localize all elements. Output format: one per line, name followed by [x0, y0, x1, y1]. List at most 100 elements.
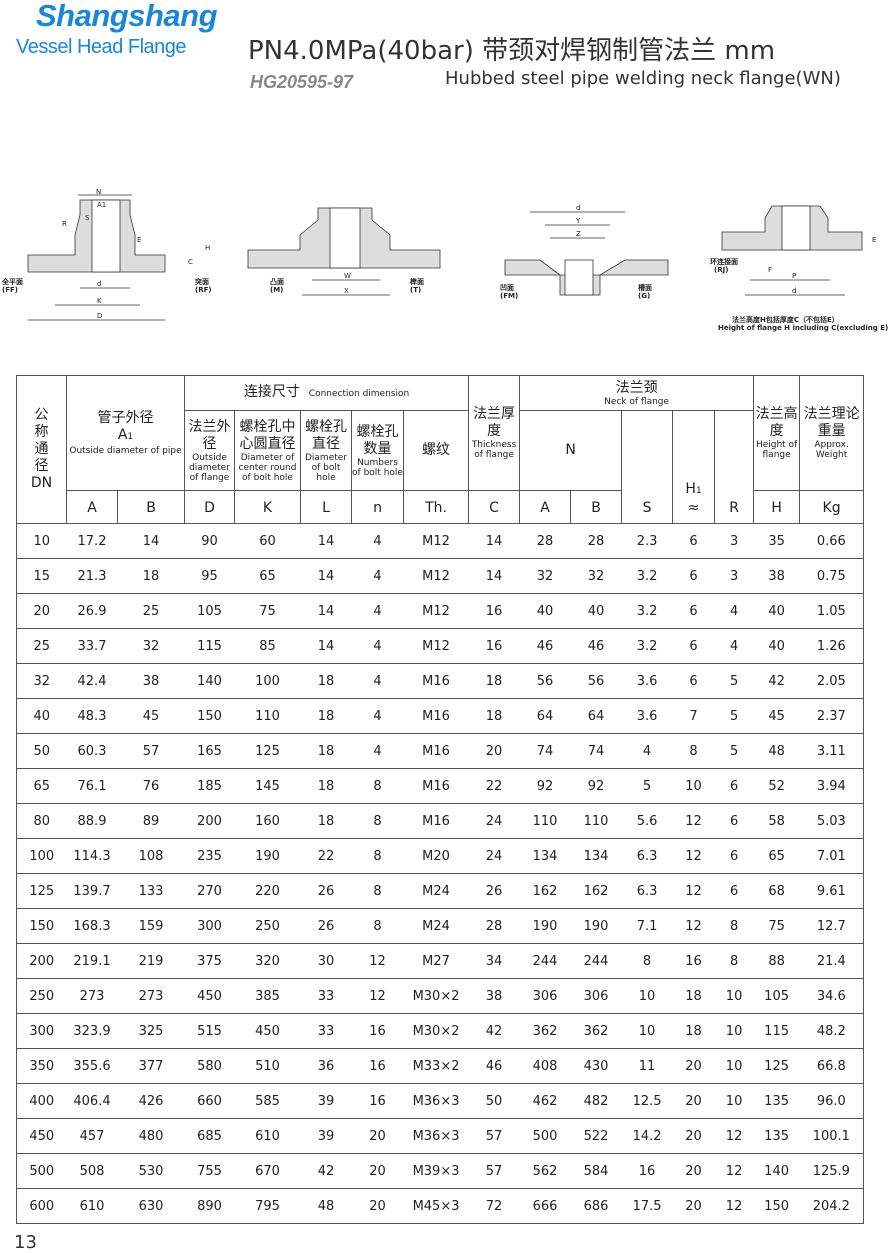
table-cell: 115 [184, 628, 235, 664]
diagram-label: 全平面 [1, 277, 23, 286]
table-cell: 219 [117, 943, 185, 979]
header-text: Neck of flange [604, 396, 670, 407]
table-cell: 4 [621, 733, 673, 769]
table-cell: 60 [234, 523, 301, 559]
table-cell: 670 [234, 1153, 301, 1189]
table-cell: 350 [16, 1048, 67, 1084]
table-cell: 584 [570, 1153, 622, 1189]
header-text: Outside diameter of flange [189, 452, 230, 483]
header-cell: B [570, 490, 623, 524]
table-cell: 450 [234, 1013, 301, 1049]
table-cell: M12 [403, 558, 469, 594]
table-cell: 450 [16, 1118, 67, 1154]
header-cell: 螺栓孔直径 Diameter of bolt hole [300, 410, 352, 491]
table-cell: 660 [184, 1083, 235, 1119]
header-cell: D [184, 490, 235, 524]
table-cell: 20 [672, 1083, 715, 1119]
table-cell: M16 [403, 768, 469, 804]
table-cell: 600 [16, 1188, 67, 1224]
table-cell: 362 [519, 1013, 571, 1049]
header-cell: A [66, 490, 118, 524]
table-cell: 10 [714, 1048, 754, 1084]
table-row: 80 88.9 89 200 160 18 8 M16 24 110 110 5.6 12 6 58 5.03 [16, 803, 865, 839]
table-cell: 108 [117, 838, 185, 874]
table-cell: 76 [117, 768, 185, 804]
table-cell: 45 [117, 698, 185, 734]
header-cell: B [117, 490, 185, 524]
table-cell: 32 [570, 558, 622, 594]
table-cell: 6 [672, 558, 715, 594]
table-cell: 88.9 [66, 803, 118, 839]
header-text: 公称通径 [34, 407, 49, 474]
header-text: 螺栓孔直径 [305, 418, 347, 452]
table-cell: 57 [468, 1118, 520, 1154]
table-cell: 85 [234, 628, 301, 664]
table-cell: 110 [519, 803, 571, 839]
table-cell: 480 [117, 1118, 185, 1154]
table-cell: 150 [184, 698, 235, 734]
table-cell: M24 [403, 873, 469, 909]
table-cell: 32 [16, 663, 67, 699]
table-cell: M30×2 [403, 1013, 469, 1049]
table-row: 50 60.3 57 165 125 18 4 M16 20 74 74 4 8 5 48 3.11 [16, 733, 865, 769]
table-row: 300 323.9 325 515 450 33 16 M30×2 42 362 362 10 18 10… [16, 1013, 865, 1049]
table-cell: 18 [468, 698, 520, 734]
table-cell: 204.2 [799, 1188, 865, 1224]
table-cell: 10 [672, 768, 715, 804]
table-cell: 168.3 [66, 908, 118, 944]
header-cell: C [468, 490, 521, 524]
table-cell: 3.6 [621, 698, 673, 734]
table-cell: 57 [117, 733, 185, 769]
table-cell: 100 [16, 838, 67, 874]
header-text: N [565, 442, 576, 458]
table-cell: 100 [234, 663, 301, 699]
table-cell: 48 [753, 733, 800, 769]
table-cell: 6 [672, 523, 715, 559]
table-row: 20 26.9 25 105 75 14 4 M12 16 40 40 3.2 6 4 40 1.05 [16, 593, 865, 629]
table-cell: 16 [351, 1083, 404, 1119]
table-cell: 430 [570, 1048, 622, 1084]
header-text: 法兰高度 [755, 406, 798, 439]
table-cell: 10 [621, 1013, 673, 1049]
table-cell: 500 [519, 1118, 571, 1154]
table-cell: 10 [714, 978, 754, 1014]
table-cell: 38 [117, 663, 185, 699]
table-cell: 3.6 [621, 663, 673, 699]
table-cell: 2.05 [799, 663, 865, 699]
table-cell: 56 [519, 663, 571, 699]
table-cell: 42 [753, 663, 800, 699]
table-cell: 115 [753, 1013, 800, 1049]
table-cell: 4 [351, 593, 404, 629]
header-text: ≈ [687, 500, 700, 516]
table-cell: 306 [519, 978, 571, 1014]
header-cell: 法兰理论重量 Approx. Weight [799, 375, 865, 491]
diagram-label: E [872, 236, 876, 244]
table-cell: 18 [672, 978, 715, 1014]
header-text: 连接尺寸 [243, 383, 300, 400]
table-cell: 139.7 [66, 873, 118, 909]
table-cell: 12 [351, 978, 404, 1014]
table-cell: 0.75 [799, 558, 865, 594]
table-cell: 50 [16, 733, 67, 769]
diagram-label: d [97, 280, 101, 288]
table-cell: 522 [570, 1118, 622, 1154]
table-cell: 306 [570, 978, 622, 1014]
table-cell: 89 [117, 803, 185, 839]
table-cell: 64 [570, 698, 622, 734]
header-cell: 法兰高度 Height of flange [753, 375, 801, 491]
table-cell: 92 [570, 768, 622, 804]
table-row: 150 168.3 159 300 250 26 8 M24 28 190 190 7.1 12 8 75 1… [16, 908, 865, 944]
table-cell: M12 [403, 593, 469, 629]
diagram-label: (M) [270, 286, 283, 294]
table-cell: 8 [351, 803, 404, 839]
table-cell: 375 [184, 943, 235, 979]
diagram-label: d [576, 204, 580, 212]
header-cell: 公称通径 DN [16, 375, 67, 524]
subtitle: Hubbed steel pipe welding neck flange(WN… [445, 68, 841, 89]
table-cell: 125.9 [799, 1153, 865, 1189]
table-cell: 42 [300, 1153, 352, 1189]
diagram-label: d [792, 287, 796, 295]
table-cell: M27 [403, 943, 469, 979]
table-cell: 14.2 [621, 1118, 673, 1154]
diagrams: N A1 R S E H C d K D 全平面 (FF) 突面 (RF) W … [1, 188, 888, 332]
